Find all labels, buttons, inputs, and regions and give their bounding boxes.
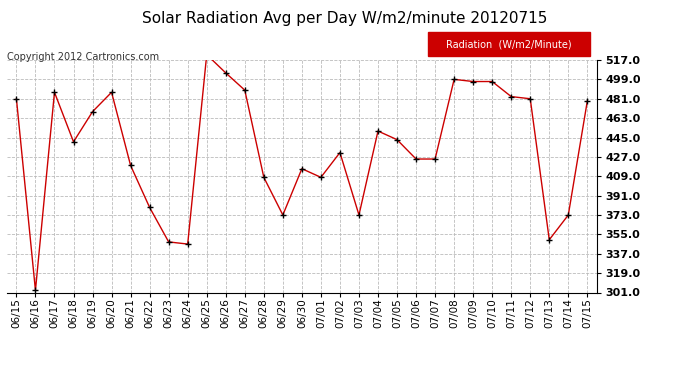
Text: Copyright 2012 Cartronics.com: Copyright 2012 Cartronics.com xyxy=(7,53,159,63)
Text: Solar Radiation Avg per Day W/m2/minute 20120715: Solar Radiation Avg per Day W/m2/minute … xyxy=(142,11,548,26)
Text: Radiation  (W/m2/Minute): Radiation (W/m2/Minute) xyxy=(446,39,572,49)
